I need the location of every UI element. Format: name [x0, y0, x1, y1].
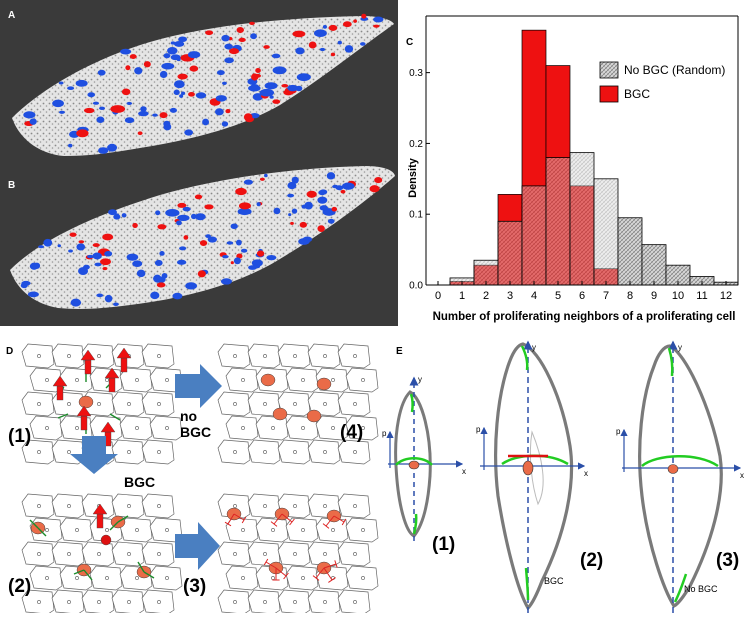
- shape-3-label: No BGC: [684, 584, 718, 594]
- panel-label-d: D: [6, 346, 14, 357]
- arrow-right-top: [175, 364, 222, 408]
- x-tick-label: 10: [672, 290, 684, 302]
- density-histogram: C 0.00.10.20.30 1 2 3 4 5 6 7 8 9 10 11 12 No BGC (R…: [406, 15, 739, 323]
- y-tick-label: 0.2: [409, 139, 423, 150]
- schematic-panel-e: y x p y x p: [380, 336, 749, 613]
- tissue-images-panel: A B: [0, 0, 398, 326]
- legend-swatch: [599, 85, 619, 103]
- panel-label-e: E: [396, 346, 403, 357]
- x-tick-label: 7: [603, 290, 609, 302]
- axis-y-label-1: y: [418, 375, 422, 384]
- schematic-diagram-d: [21, 343, 379, 615]
- bgc-label: BGC: [124, 474, 156, 490]
- shape-step-3: (3): [716, 550, 740, 571]
- bar-random-8: [617, 217, 643, 286]
- step-label-4: (4): [340, 422, 364, 443]
- shape-2-label: BGC: [544, 576, 564, 586]
- chart-legend: No BGC (Random) BGC: [599, 61, 725, 103]
- x-tick-label: 1: [459, 290, 465, 302]
- cell-grid-2: [21, 493, 183, 615]
- axis-y-label-3: y: [678, 343, 682, 352]
- axis-y-label-2: y: [532, 343, 536, 352]
- arrow-down: [70, 436, 118, 474]
- x-tick-label: 8: [627, 290, 633, 302]
- panel-label-a: A: [8, 10, 16, 21]
- y-tick-label: 0.1: [409, 210, 423, 221]
- bar-random-6: [569, 152, 595, 286]
- chart-axes: 0.00.10.20.30 1 2 3 4 5 6 7 8 9 10 11 12: [409, 15, 739, 302]
- histogram-panel: C 0.0 0.1 0.2 0.3 0 1 2 3 4 5 6 7 8 9 10 11 12 No BGC (R…: [398, 0, 749, 330]
- y-tick-label: 0.0: [409, 281, 423, 292]
- bar-random-5: [545, 157, 571, 286]
- bar-random-4: [521, 185, 547, 286]
- tissue-images: [10, 13, 395, 309]
- axis-p-label-3: p: [616, 427, 621, 436]
- shape-3: y x p: [616, 340, 744, 613]
- x-tick-label: 9: [651, 290, 657, 302]
- no-bgc-label: no BGC: [180, 408, 212, 440]
- bar-random-3: [497, 220, 523, 286]
- axis-x-label-1: x: [462, 467, 466, 476]
- step-label-2: (2): [8, 576, 32, 597]
- cell-markers-a: [23, 13, 384, 154]
- legend-swatch: [599, 61, 619, 79]
- x-tick-label: 0: [435, 290, 441, 302]
- shape-step-2: (2): [580, 550, 604, 571]
- x-axis-label: Number of proliferating neighbors of a p…: [433, 311, 736, 323]
- x-tick-label: 3: [507, 290, 513, 302]
- panel-label-b: B: [8, 180, 16, 191]
- shape-2: y x p: [476, 340, 588, 613]
- y-tick-label: 0.3: [409, 68, 423, 79]
- legend-label: BGC: [624, 87, 650, 101]
- cell-markers-b: [20, 172, 383, 307]
- x-tick-label: 11: [696, 290, 707, 302]
- shape-step-1: (1): [432, 534, 456, 555]
- cell-grid-4: [217, 343, 379, 465]
- shape-diagram-e: y x p y x p: [382, 340, 744, 613]
- x-tick-label: 6: [579, 290, 585, 302]
- bar-random-9: [641, 244, 667, 286]
- panel-label-c: C: [406, 37, 413, 48]
- axis-p-label-2: p: [476, 425, 481, 434]
- axis-x-label-3: x: [740, 471, 744, 480]
- axis-x-label-2: x: [584, 469, 588, 478]
- x-tick-label: 2: [483, 290, 489, 302]
- step-label-3: (3): [183, 576, 207, 597]
- axis-p-label-1: p: [382, 429, 387, 438]
- schematic-panel-d: D (1) (2) (3) (4) no BGC BGC: [0, 336, 380, 615]
- x-tick-label: 12: [720, 290, 732, 302]
- x-tick-label: 4: [531, 290, 537, 302]
- bar-random-7: [593, 178, 619, 286]
- cell-grid-3: [217, 493, 379, 615]
- legend-label: No BGC (Random): [624, 63, 725, 77]
- x-tick-label: 5: [555, 290, 561, 302]
- shape-1: y x p: [382, 375, 466, 541]
- step-label-1: (1): [8, 426, 32, 447]
- arrow-right-bottom: [175, 522, 220, 570]
- y-axis-label: Density: [407, 157, 419, 198]
- bar-random-2: [473, 259, 499, 286]
- tissue-outline-b: [10, 166, 395, 309]
